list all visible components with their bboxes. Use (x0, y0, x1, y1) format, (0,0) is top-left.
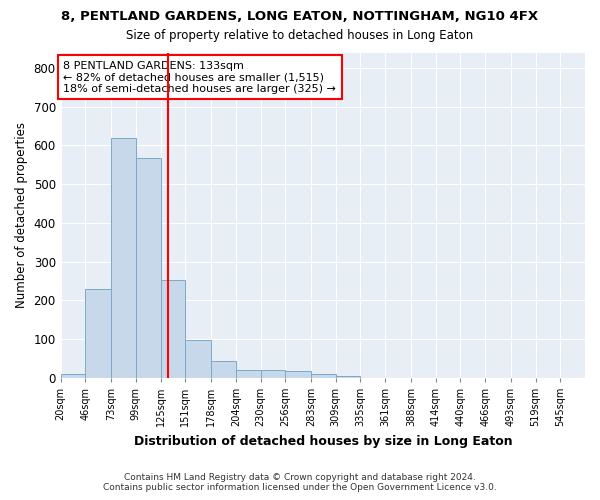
Bar (285, 371, 311, 378)
Bar (211, 360, 236, 378)
Text: 8, PENTLAND GARDENS, LONG EATON, NOTTINGHAM, NG10 4FX: 8, PENTLAND GARDENS, LONG EATON, NOTTING… (61, 10, 539, 23)
Bar (136, 158, 161, 378)
Text: Contains HM Land Registry data © Crown copyright and database right 2024.
Contai: Contains HM Land Registry data © Crown c… (103, 473, 497, 492)
Bar (111, 138, 136, 378)
Bar (185, 340, 211, 378)
Bar (335, 376, 361, 378)
Y-axis label: Number of detached properties: Number of detached properties (15, 122, 28, 308)
X-axis label: Distribution of detached houses by size in Long Eaton: Distribution of detached houses by size … (134, 434, 512, 448)
Bar (236, 370, 260, 378)
Bar (311, 374, 335, 378)
Text: Size of property relative to detached houses in Long Eaton: Size of property relative to detached ho… (127, 29, 473, 42)
Bar (260, 370, 285, 378)
Bar (61, 374, 85, 378)
Text: 8 PENTLAND GARDENS: 133sqm
← 82% of detached houses are smaller (1,515)
18% of s: 8 PENTLAND GARDENS: 133sqm ← 82% of deta… (63, 60, 336, 94)
Bar (85, 290, 111, 378)
Bar (161, 280, 185, 378)
